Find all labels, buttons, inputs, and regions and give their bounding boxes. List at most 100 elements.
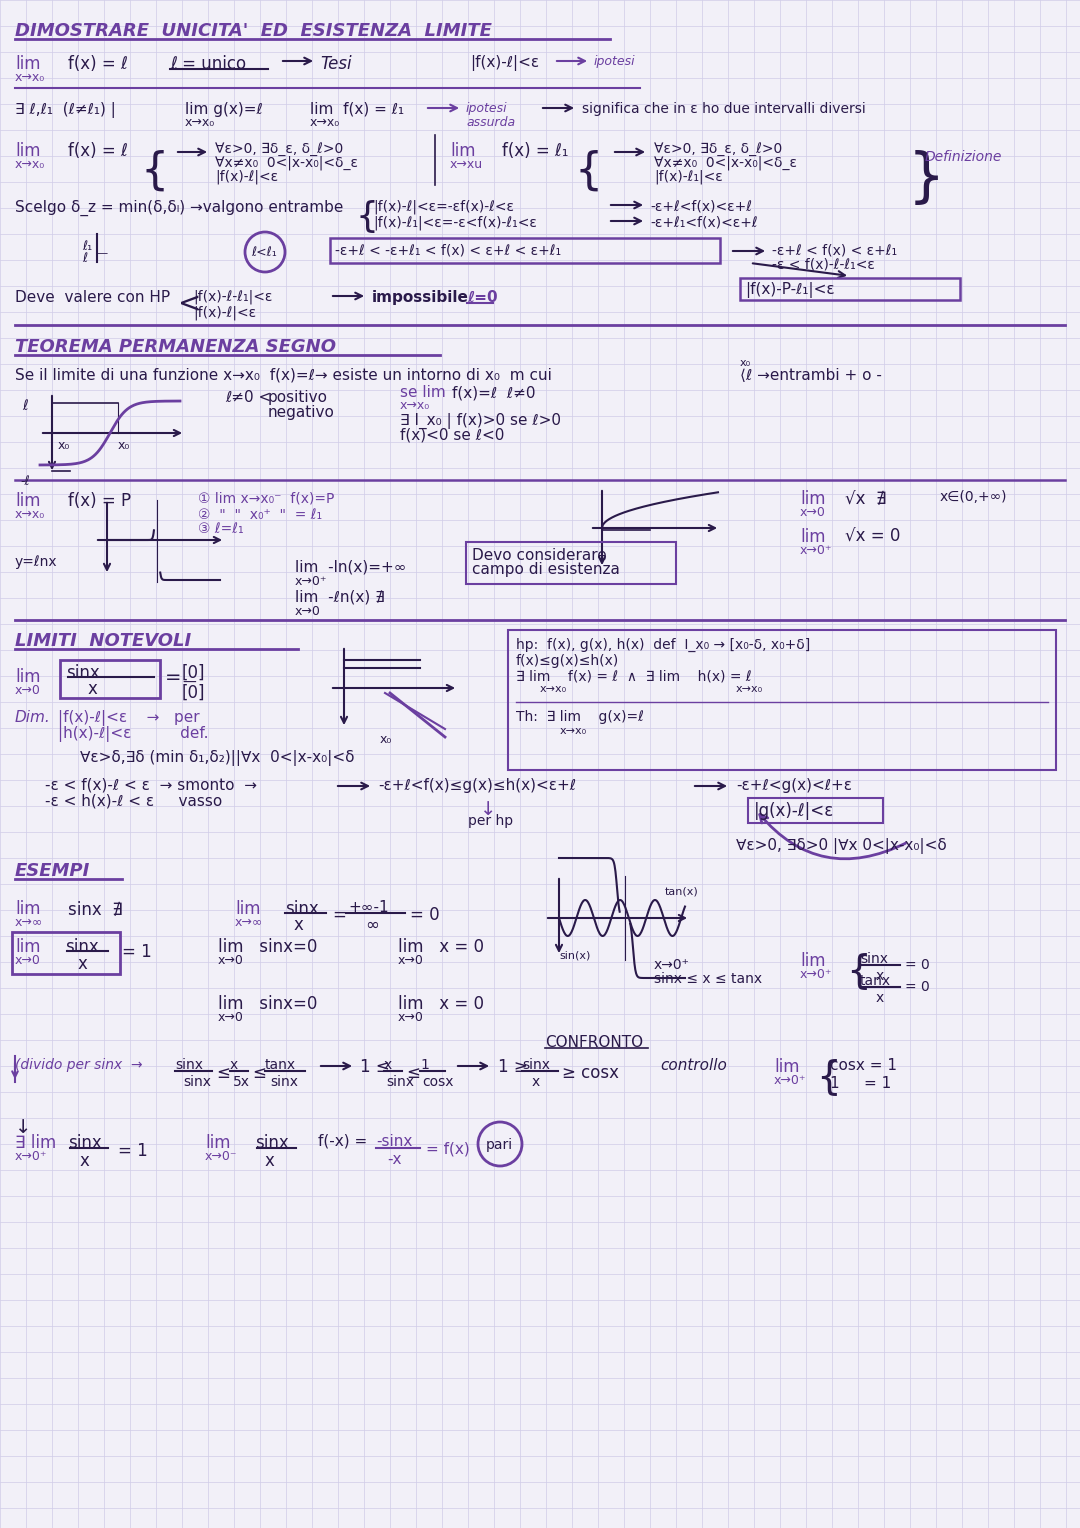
Text: Dim.: Dim.	[15, 711, 51, 724]
Text: f(x) = ℓ: f(x) = ℓ	[68, 55, 127, 73]
Text: ②  "  "  x₀⁺  "  = ℓ₁: ② " " x₀⁺ " = ℓ₁	[198, 507, 322, 523]
Text: x: x	[876, 992, 885, 1005]
Text: lim   sinx=0: lim sinx=0	[218, 938, 318, 957]
Text: LIMITI  NOTEVOLI: LIMITI NOTEVOLI	[15, 633, 191, 649]
Text: = f(x): = f(x)	[426, 1141, 470, 1157]
Text: <: <	[178, 290, 201, 318]
Text: |f(x)-ℓ|<ε: |f(x)-ℓ|<ε	[215, 170, 279, 185]
Text: -ℓ: -ℓ	[21, 475, 29, 487]
Text: f(x) = P: f(x) = P	[68, 492, 131, 510]
Text: √x = 0: √x = 0	[845, 529, 901, 545]
Text: sin(x): sin(x)	[559, 950, 591, 960]
Text: ∀ε>δ,∃δ (min δ₁,δ₂)||∀x  0<|x-x₀|<δ: ∀ε>δ,∃δ (min δ₁,δ₂)||∀x 0<|x-x₀|<δ	[80, 750, 354, 766]
Text: ① lim x→x₀⁻  f(x)=P: ① lim x→x₀⁻ f(x)=P	[198, 492, 335, 506]
Text: x: x	[532, 1076, 540, 1089]
Text: Devo considerare: Devo considerare	[472, 549, 607, 562]
Text: ≥ cosx: ≥ cosx	[562, 1063, 619, 1082]
Text: ∃ lim: ∃ lim	[15, 1134, 56, 1152]
Text: ∀x≠x₀  0<|x-x₀|<δ_ε: ∀x≠x₀ 0<|x-x₀|<δ_ε	[215, 156, 357, 171]
Text: ≤: ≤	[216, 1063, 230, 1082]
Text: lim: lim	[235, 900, 260, 918]
Text: lim: lim	[800, 529, 825, 545]
Text: x₀: x₀	[118, 439, 131, 452]
Text: lim   x = 0: lim x = 0	[399, 995, 484, 1013]
Text: (divido per sinx  →: (divido per sinx →	[15, 1057, 143, 1073]
Text: {: {	[816, 1057, 840, 1096]
Text: lim  -ℓn(x) ∄: lim -ℓn(x) ∄	[295, 590, 384, 605]
Text: x→0: x→0	[399, 1012, 423, 1024]
Text: pari: pari	[486, 1138, 513, 1152]
Text: x→x₀: x→x₀	[15, 157, 45, 171]
Text: 1     = 1: 1 = 1	[831, 1076, 891, 1091]
Text: x→0⁺: x→0⁺	[800, 969, 833, 981]
Text: controllo: controllo	[660, 1057, 727, 1073]
Text: sinx: sinx	[183, 1076, 211, 1089]
Text: x→0: x→0	[15, 953, 41, 967]
Text: f(x)<0 se ℓ<0: f(x)<0 se ℓ<0	[400, 426, 504, 442]
Text: |f(x)-ℓ-ℓ₁|<ε: |f(x)-ℓ-ℓ₁|<ε	[193, 290, 272, 304]
Text: ∃ ℓ,ℓ₁  (ℓ≠ℓ₁) |: ∃ ℓ,ℓ₁ (ℓ≠ℓ₁) |	[15, 102, 116, 118]
Text: {: {	[846, 952, 870, 990]
Text: {: {	[573, 150, 603, 193]
Text: |h(x)-ℓ|<ε          def.: |h(x)-ℓ|<ε def.	[58, 726, 208, 743]
Text: x₀: x₀	[740, 358, 751, 368]
Text: |f(x)-P-ℓ₁|<ε: |f(x)-P-ℓ₁|<ε	[745, 283, 835, 298]
Text: lim g(x)=ℓ: lim g(x)=ℓ	[185, 102, 262, 118]
Bar	[60, 660, 160, 698]
Text: lim: lim	[800, 490, 825, 507]
Text: [0]: [0]	[183, 685, 205, 701]
Text: lim  -ln(x)=+∞: lim -ln(x)=+∞	[295, 559, 406, 575]
Text: ESEMPI: ESEMPI	[15, 862, 91, 880]
Text: x→0: x→0	[399, 953, 423, 967]
Text: -ε+ℓ<f(x)<ε+ℓ: -ε+ℓ<f(x)<ε+ℓ	[650, 200, 752, 214]
Text: —: —	[96, 248, 107, 258]
Text: x→x₀: x→x₀	[15, 507, 45, 521]
Text: ℓ₁: ℓ₁	[82, 240, 92, 254]
Text: x→0: x→0	[295, 605, 321, 617]
Text: sinx: sinx	[860, 952, 888, 966]
Text: per hp: per hp	[468, 814, 513, 828]
Text: x→x₀: x→x₀	[735, 685, 764, 694]
Text: f(x) = ℓ₁: f(x) = ℓ₁	[502, 142, 568, 160]
Text: lim: lim	[15, 55, 41, 73]
Text: = 1: = 1	[118, 1141, 148, 1160]
Text: [0]: [0]	[183, 665, 205, 681]
Text: -sinx: -sinx	[376, 1134, 413, 1149]
Text: Deve  valere con HP: Deve valere con HP	[15, 290, 171, 306]
Text: x: x	[80, 1152, 90, 1170]
Bar	[740, 278, 960, 299]
Text: |f(x)-ℓ₁|<ε=-ε<f(x)-ℓ₁<ε: |f(x)-ℓ₁|<ε=-ε<f(x)-ℓ₁<ε	[373, 215, 537, 231]
Text: x→∞: x→∞	[15, 915, 43, 929]
Text: x: x	[87, 680, 98, 698]
Text: |f(x)-ℓ|<ε: |f(x)-ℓ|<ε	[470, 55, 539, 70]
Text: x₀: x₀	[380, 733, 392, 746]
Bar	[508, 630, 1056, 770]
Text: lim   sinx=0: lim sinx=0	[218, 995, 318, 1013]
Text: ℓ: ℓ	[22, 399, 28, 413]
Text: x→0⁻: x→0⁻	[205, 1151, 238, 1163]
Text: {: {	[140, 150, 168, 193]
Text: sinx: sinx	[66, 665, 99, 681]
Text: x→x₀: x→x₀	[540, 685, 567, 694]
Text: =: =	[165, 668, 181, 688]
Text: ℓ = unico: ℓ = unico	[170, 55, 246, 73]
Text: lim: lim	[205, 1134, 230, 1152]
Text: x→x₀: x→x₀	[310, 116, 340, 128]
Text: lim: lim	[15, 938, 41, 957]
Text: —: —	[183, 675, 195, 691]
Text: positivo: positivo	[268, 390, 328, 405]
Text: =: =	[332, 906, 346, 924]
Text: x→0⁺: x→0⁺	[15, 1151, 48, 1163]
Text: tan(x): tan(x)	[665, 886, 699, 895]
Text: lim: lim	[15, 492, 41, 510]
Text: }: }	[908, 150, 945, 206]
Text: x→0: x→0	[218, 953, 244, 967]
Text: sinx: sinx	[68, 1134, 102, 1152]
Text: Th:  ∃ lim    g(x)=ℓ: Th: ∃ lim g(x)=ℓ	[516, 711, 644, 724]
Text: = 0: = 0	[905, 958, 930, 972]
Text: -ε < h(x)-ℓ < ε     vasso: -ε < h(x)-ℓ < ε vasso	[45, 795, 222, 808]
Text: x: x	[384, 1057, 392, 1073]
Text: √x  ∄: √x ∄	[845, 490, 887, 507]
Text: y=ℓnx: y=ℓnx	[15, 555, 57, 568]
Text: sinx: sinx	[255, 1134, 288, 1152]
